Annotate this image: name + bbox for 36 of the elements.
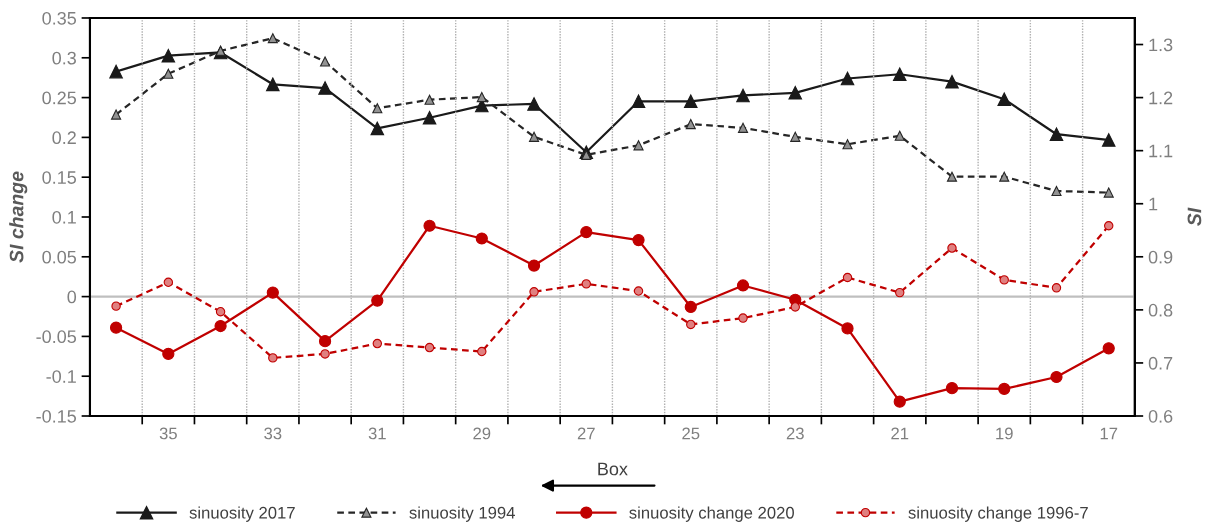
y-axis-title: SI change <box>9 171 28 263</box>
y-tick-label: 0 <box>67 290 77 304</box>
x-tick-label: 17 <box>1100 427 1118 440</box>
y-tick-label: -0.05 <box>36 330 77 344</box>
x-tick-label: 35 <box>159 427 177 440</box>
y2-tick-label: 0.8 <box>1148 303 1173 317</box>
y-tick-label: 0.1 <box>52 210 76 224</box>
y2-tick-label: 1.2 <box>1149 91 1173 105</box>
y-tick-label: -0.1 <box>46 370 76 383</box>
legend-label: sinuosity 2017 <box>189 506 295 522</box>
legend-label: sinuosity change 1996-7 <box>908 506 1088 522</box>
x-tick-label: 27 <box>577 427 595 440</box>
y-tick-label: 0.3 <box>52 51 76 65</box>
legend-label: sinuosity 1994 <box>409 506 515 522</box>
y2-axis-title: SI <box>1187 207 1202 226</box>
y2-tick-label: 1 <box>1149 197 1158 211</box>
x-tick-label: 23 <box>786 427 804 440</box>
x-tick-label: 25 <box>682 427 700 440</box>
y2-tick-label: 0.9 <box>1148 250 1173 264</box>
legend-label: sinuosity change 2020 <box>629 506 794 522</box>
x-tick-label: 33 <box>264 427 282 440</box>
x-axis-title: Box <box>598 462 628 476</box>
y2-tick-label: 0.6 <box>1148 409 1173 423</box>
x-tick-label: 21 <box>891 427 909 440</box>
y-tick-label: 0.35 <box>42 11 77 25</box>
y-tick-label: 0.15 <box>42 171 77 184</box>
x-tick-label: 29 <box>473 427 491 440</box>
x-tick-label: 31 <box>368 427 386 440</box>
y2-tick-label: 0.7 <box>1148 356 1173 370</box>
y-tick-label: 0.05 <box>42 250 77 264</box>
y-tick-label: 0.25 <box>42 91 77 105</box>
y2-tick-label: 1.1 <box>1149 144 1173 158</box>
x-tick-label: 19 <box>996 427 1013 440</box>
y-tick-label: -0.15 <box>36 409 77 423</box>
y2-tick-label: 1.3 <box>1149 38 1173 52</box>
y-tick-label: 0.2 <box>52 131 76 145</box>
